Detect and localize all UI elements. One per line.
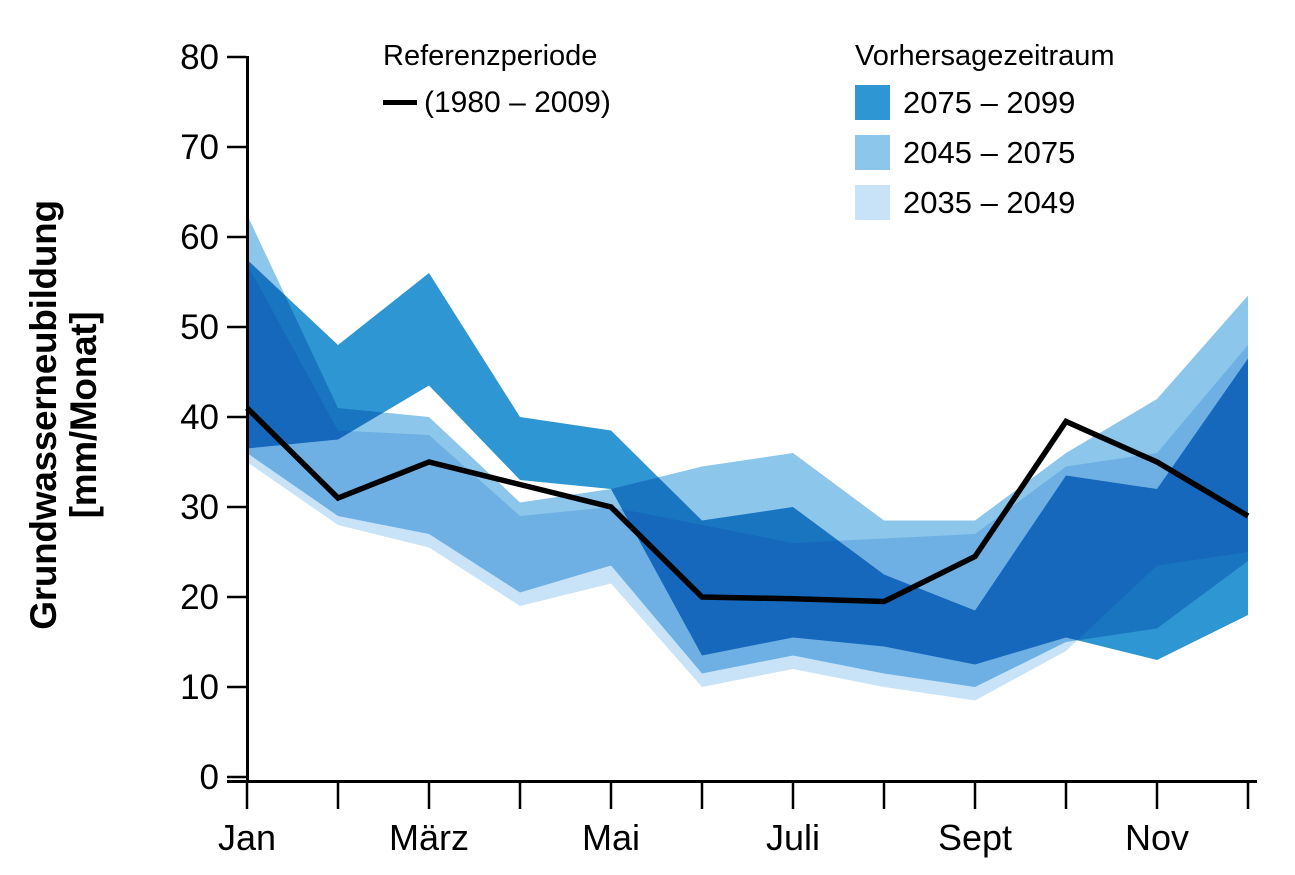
y-axis-title-line2: [mm/Monat] [63,311,104,519]
legend-reference-item: (1980 – 2009) [383,85,611,120]
band-2035-2049 [247,264,1248,701]
y-tick-label: 30 [180,488,219,527]
band-swatch-2075-2099 [855,85,890,120]
y-tick-label: 0 [200,758,219,797]
legend-forecast: Vorhersagezeitraum 2075 – 2099 2045 – 20… [855,40,1115,235]
y-tick-label: 80 [180,38,219,77]
legend-label-2045-2075: 2045 – 2075 [903,134,1076,170]
legend-label-2035-2049: 2035 – 2049 [903,184,1076,220]
x-tick-label: Nov [1125,817,1189,858]
y-tick-label: 10 [180,668,219,707]
y-tick-label: 20 [180,578,219,617]
x-tick-label: Mai [582,817,640,858]
x-tick-label: Jan [218,817,276,858]
legend-item-2035-2049: 2035 – 2049 [855,185,1115,220]
y-axis-title-line1: Grundwasserneubildung [23,200,64,630]
x-tick-label: Juli [766,817,820,858]
legend-forecast-title: Vorhersagezeitraum [855,40,1115,72]
x-tick-label: Sept [938,817,1012,858]
legend-item-2045-2075: 2045 – 2075 [855,135,1115,170]
legend-label-2075-2099: 2075 – 2099 [903,84,1076,120]
y-tick-label: 60 [180,218,219,257]
y-tick-label: 70 [180,128,219,167]
legend-reference-label: (1980 – 2009) [424,85,611,119]
y-tick-label: 50 [180,308,219,347]
y-tick-label: 40 [180,398,219,437]
y-axis-title: Grundwasserneubildung [mm/Monat] [23,135,104,695]
legend-item-2075-2099: 2075 – 2099 [855,85,1115,120]
band-swatch-2035-2049 [855,185,890,220]
legend-reference: Referenzperiode (1980 – 2009) [383,40,611,135]
legend-reference-title: Referenzperiode [383,40,598,72]
x-tick-label: März [389,817,469,858]
reference-line [245,406,1250,605]
band-swatch-2045-2075 [855,135,890,170]
reference-line-swatch [383,100,417,105]
